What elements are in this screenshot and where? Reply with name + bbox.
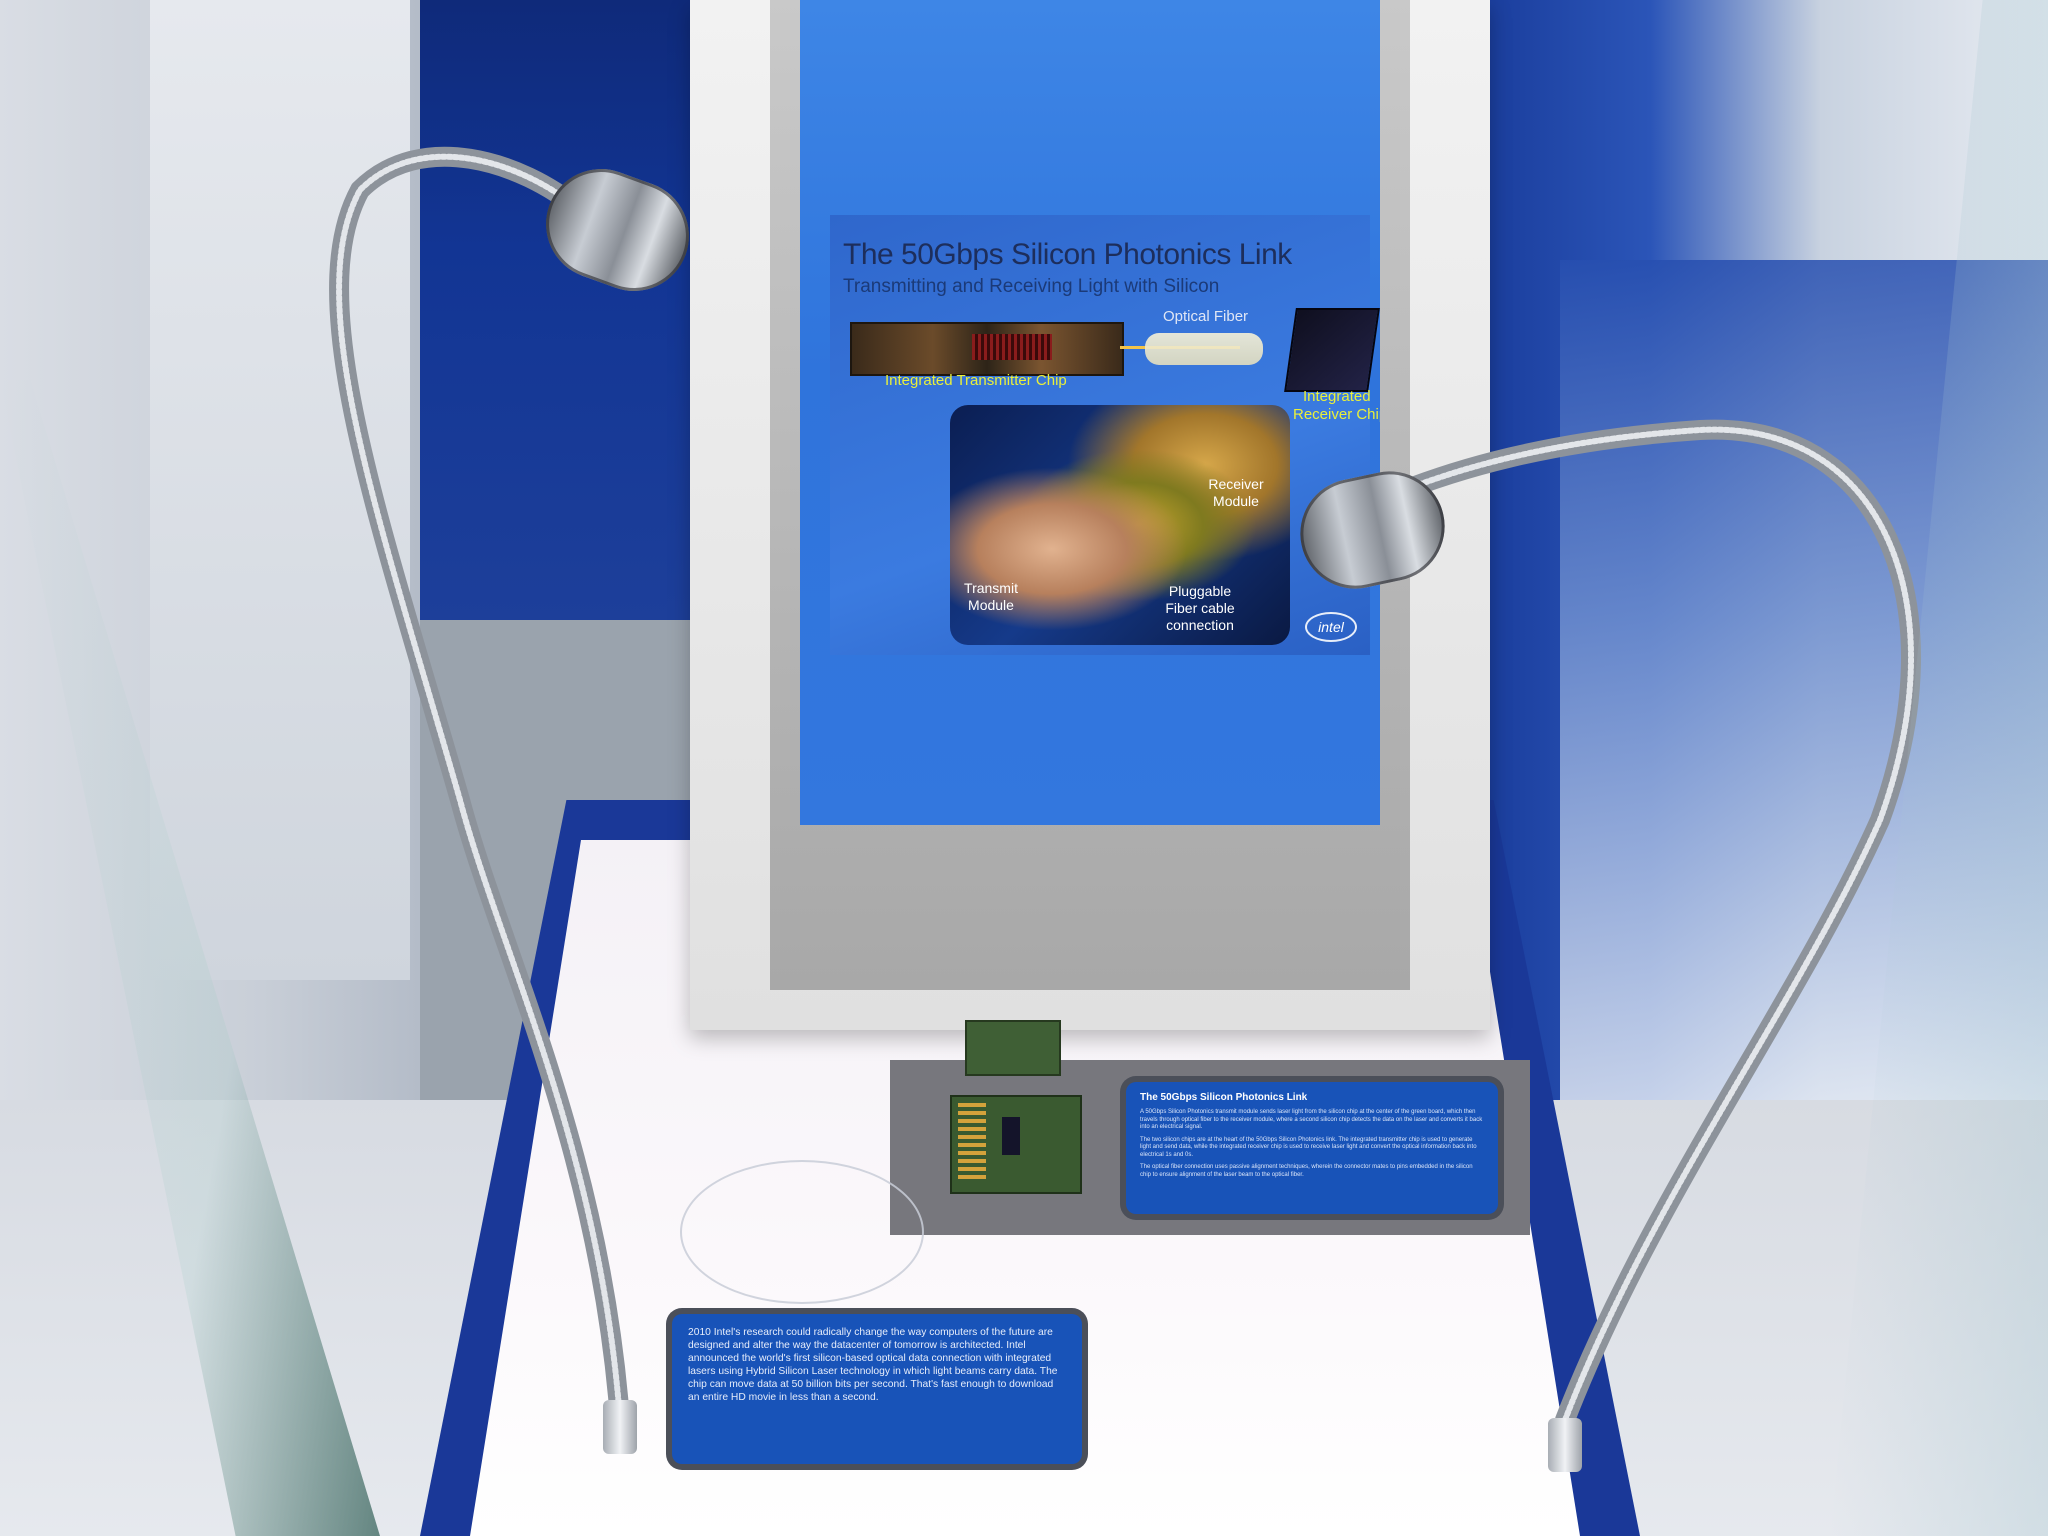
gooseneck-lamp-right-arm-highlight — [1377, 426, 1914, 1423]
intel-logo-icon: intel — [1305, 612, 1357, 642]
lamp-right-base — [1548, 1418, 1582, 1472]
label-integrated-transmitter-chip: Integrated Transmitter Chip — [885, 372, 1067, 389]
label-receiver-module: Receiver Module — [1206, 476, 1266, 510]
label-integrated-receiver-line2: Receiver Chip — [1293, 406, 1380, 423]
gooseneck-lamp-left-arm — [329, 146, 630, 1430]
gooseneck-lamp-right-arm — [1370, 419, 1921, 1430]
placard-bottom: 2010 Intel's research could radically ch… — [672, 1314, 1082, 1464]
slide-subtitle: Transmitting and Receiving Light with Si… — [843, 276, 1220, 297]
transmitter-chip-image — [850, 322, 1124, 376]
slide-title: The 50Gbps Silicon Photonics Link — [843, 238, 1292, 271]
receiver-board — [965, 1020, 1061, 1076]
label-pluggable-line3: connection — [1166, 617, 1234, 633]
lamp-left-base — [603, 1400, 637, 1454]
monitor-screen: The 50Gbps Silicon Photonics Link Transm… — [800, 0, 1380, 825]
transmitter-board — [950, 1095, 1082, 1194]
label-pluggable-line1: Pluggable — [1168, 583, 1232, 599]
label-receiver-module-line2: Module — [1213, 493, 1259, 509]
placard-right-title: The 50Gbps Silicon Photonics Link — [1140, 1092, 1308, 1103]
modules-photo — [950, 405, 1290, 645]
optical-fiber-coil — [680, 1160, 924, 1304]
placard-right-paragraph-2: The two silicon chips are at the heart o… — [1140, 1136, 1477, 1158]
label-transmit-module-line1: Transmit — [964, 580, 1018, 596]
label-pluggable-fiber: Pluggable Fiber cable connection — [1160, 583, 1240, 634]
label-transmit-module: Transmit Module — [958, 580, 1024, 614]
placard-bottom-text: 2010 Intel's research could radically ch… — [688, 1327, 1058, 1403]
gooseneck-lamp-left-arm-highlight — [336, 153, 623, 1423]
placard-right-paragraph-3: The optical fiber connection uses passiv… — [1140, 1164, 1473, 1178]
label-optical-fiber: Optical Fiber — [1163, 308, 1249, 325]
background-right-exhibit — [1560, 260, 2048, 1160]
optical-fiber-tube — [1145, 333, 1263, 365]
placard-right-paragraph-1: A 50Gbps Silicon Photonics transmit modu… — [1140, 1109, 1483, 1130]
label-receiver-module-line1: Receiver — [1208, 476, 1264, 492]
placard-right: The 50Gbps Silicon Photonics Link A 50Gb… — [1126, 1082, 1498, 1214]
label-integrated-receiver-line1: Integrated — [1303, 388, 1371, 405]
label-pluggable-line2: Fiber cable — [1165, 600, 1235, 616]
label-transmit-module-line2: Module — [968, 597, 1014, 613]
